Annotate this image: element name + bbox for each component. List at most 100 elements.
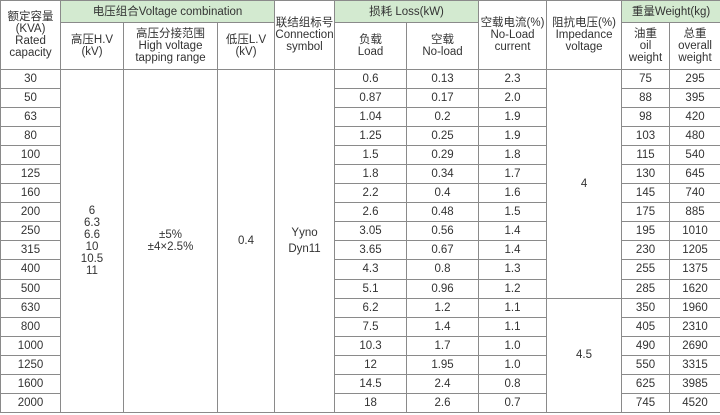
overall-weight-cell: 3315 bbox=[669, 354, 720, 375]
header-lv: 低压L.V (kV) bbox=[216, 22, 276, 70]
load-loss-cell: 6.2 bbox=[334, 297, 408, 318]
capacity-cell: 400 bbox=[0, 259, 61, 280]
table-row: 1600 14.5 2.4 0.8 625 3985 bbox=[0, 373, 720, 394]
capacity-cell: 63 bbox=[0, 107, 61, 128]
noload-current-cell: 1.1 bbox=[478, 316, 548, 337]
table-body: 30 6 6.3 6.6 10 10.5 11 ±5% ±4×2.5% 0.4 Yyno Dyn11 0… bbox=[0, 68, 720, 414]
capacity-cell: 125 bbox=[0, 164, 61, 185]
noload-loss-cell: 0.8 bbox=[406, 259, 480, 280]
noload-loss-cell: 2.4 bbox=[406, 373, 480, 394]
noload-loss-cell: 1.7 bbox=[406, 335, 480, 356]
overall-weight-cell: 645 bbox=[669, 164, 720, 185]
capacity-cell: 1000 bbox=[0, 335, 61, 356]
noload-current-cell: 1.5 bbox=[478, 202, 548, 223]
load-loss-cell: 3.65 bbox=[334, 240, 408, 261]
table-row: 63 1.04 0.2 1.9 98 420 bbox=[0, 107, 720, 128]
load-loss-cell: 18 bbox=[334, 392, 408, 414]
noload-current-cell: 1.4 bbox=[478, 221, 548, 242]
noload-current-cell: 2.0 bbox=[478, 88, 548, 109]
header-hv: 高压H.V (kV) bbox=[60, 22, 124, 70]
noload-current-cell: 1.3 bbox=[478, 259, 548, 280]
oil-weight-cell: 75 bbox=[621, 68, 671, 90]
noload-loss-cell: 0.56 bbox=[406, 221, 480, 242]
load-loss-cell: 3.05 bbox=[334, 221, 408, 242]
oil-weight-cell: 145 bbox=[621, 183, 671, 204]
oil-weight-cell: 88 bbox=[621, 88, 671, 109]
overall-weight-cell: 295 bbox=[669, 68, 720, 90]
oil-weight-cell: 103 bbox=[621, 126, 671, 147]
header-noload-current: 空载电流(%) No-Load current bbox=[478, 0, 548, 70]
overall-weight-cell: 1620 bbox=[669, 278, 720, 299]
oil-weight-cell: 745 bbox=[621, 392, 671, 414]
capacity-cell: 100 bbox=[0, 145, 61, 166]
impedance-value-cell: 4.5 bbox=[546, 297, 623, 414]
oil-weight-cell: 195 bbox=[621, 221, 671, 242]
table-row: 80 1.25 0.25 1.9 103 480 bbox=[0, 126, 720, 147]
tapping-values-cell-line: ±4×2.5% bbox=[147, 241, 194, 253]
impedance-value-cell: 4 bbox=[546, 69, 623, 299]
load-loss-cell: 12 bbox=[334, 354, 408, 375]
table-row: 100 1.5 0.29 1.8 115 540 bbox=[0, 145, 720, 166]
oil-weight-cell: 98 bbox=[621, 107, 671, 128]
oil-weight-cell: 285 bbox=[621, 278, 671, 299]
noload-current-cell: 1.2 bbox=[478, 278, 548, 299]
capacity-cell: 1250 bbox=[0, 354, 61, 375]
load-loss-cell: 2.6 bbox=[334, 202, 408, 223]
header-load-loss: 负载 Load bbox=[334, 22, 408, 70]
capacity-cell: 315 bbox=[0, 240, 61, 261]
noload-current-cell: 0.8 bbox=[478, 373, 548, 394]
oil-weight-cell: 405 bbox=[621, 316, 671, 337]
capacity-cell: 1600 bbox=[0, 373, 61, 394]
hv-values-cell-line: 10.5 bbox=[80, 253, 104, 265]
capacity-cell: 250 bbox=[0, 221, 61, 242]
header-overall-weight: 总重 overall weight bbox=[669, 22, 720, 70]
load-loss-cell: 2.2 bbox=[334, 183, 408, 204]
noload-current-cell: 1.7 bbox=[478, 164, 548, 185]
load-loss-cell: 10.3 bbox=[334, 335, 408, 356]
header-weight: 重量Weight(kg) bbox=[621, 0, 720, 23]
connection-values-cell: Yyno Dyn11 bbox=[274, 69, 336, 413]
capacity-cell: 630 bbox=[0, 297, 61, 318]
header-loss: 损耗 Loss(kW) bbox=[334, 0, 480, 23]
capacity-cell: 800 bbox=[0, 316, 61, 337]
table-row: 30 6 6.3 6.6 10 10.5 11 ±5% ±4×2.5% 0.4 Yyno Dyn11 0… bbox=[0, 68, 720, 413]
noload-current-cell: 1.4 bbox=[478, 240, 548, 261]
hv-values-cell-line: 11 bbox=[86, 265, 98, 277]
noload-loss-cell: 0.48 bbox=[406, 202, 480, 223]
noload-current-cell: 2.3 bbox=[478, 68, 548, 90]
load-loss-cell: 5.1 bbox=[334, 278, 408, 299]
load-loss-cell: 1.8 bbox=[334, 164, 408, 185]
hv-values-cell: 6 6.3 6.6 10 10.5 11 bbox=[60, 69, 124, 413]
header-tapping-range: 高压分接范围 High voltage tapping range bbox=[123, 22, 218, 70]
noload-loss-cell: 0.17 bbox=[406, 88, 480, 109]
noload-loss-cell: 0.34 bbox=[406, 164, 480, 185]
capacity-cell: 200 bbox=[0, 202, 61, 223]
noload-current-cell: 1.6 bbox=[478, 183, 548, 204]
table-row: 50 0.87 0.17 2.0 88 395 bbox=[0, 88, 720, 109]
lv-value-cell: 0.4 bbox=[216, 69, 276, 413]
tapping-values-cell: ±5% ±4×2.5% bbox=[123, 69, 218, 413]
noload-loss-cell: 0.2 bbox=[406, 107, 480, 128]
oil-weight-cell: 490 bbox=[621, 335, 671, 356]
overall-weight-cell: 4520 bbox=[669, 392, 720, 414]
capacity-cell: 80 bbox=[0, 126, 61, 147]
overall-weight-cell: 1960 bbox=[669, 297, 720, 318]
load-loss-cell: 0.6 bbox=[334, 68, 408, 90]
overall-weight-cell: 420 bbox=[669, 107, 720, 128]
capacity-cell: 30 bbox=[0, 68, 61, 90]
overall-weight-cell: 2690 bbox=[669, 335, 720, 356]
hv-values-cell-line: 6 bbox=[88, 205, 96, 217]
table-row: 250 3.05 0.56 1.4 195 1010 bbox=[0, 221, 720, 242]
noload-current-cell: 1.9 bbox=[478, 126, 548, 147]
noload-loss-cell: 0.67 bbox=[406, 240, 480, 261]
hv-values-cell-line: 6.3 bbox=[84, 217, 100, 229]
noload-current-cell: 1.1 bbox=[478, 297, 548, 318]
capacity-cell: 2000 bbox=[0, 392, 61, 414]
noload-loss-cell: 0.96 bbox=[406, 278, 480, 299]
load-loss-cell: 1.5 bbox=[334, 145, 408, 166]
noload-current-cell: 1.0 bbox=[478, 335, 548, 356]
connection-values-cell-line: Dyn11 bbox=[288, 243, 321, 255]
capacity-cell: 50 bbox=[0, 88, 61, 109]
overall-weight-cell: 1205 bbox=[669, 240, 720, 261]
